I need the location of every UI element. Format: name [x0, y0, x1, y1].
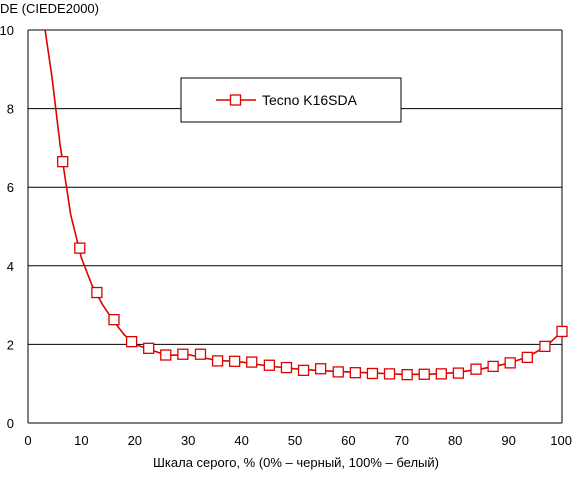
- data-point: [160, 349, 172, 361]
- legend-label: Tecno K16SDA: [262, 92, 358, 108]
- data-point: [211, 355, 224, 367]
- y-tick-label: 8: [7, 102, 14, 117]
- x-tick-label: 50: [288, 433, 302, 448]
- y-tick-label: 10: [0, 23, 14, 38]
- data-point: [297, 364, 310, 376]
- data-point: [556, 325, 568, 338]
- data-point: [108, 313, 120, 326]
- data-point: [332, 366, 344, 378]
- data-point: [487, 360, 499, 373]
- data-point: [194, 348, 207, 360]
- data-point: [435, 368, 447, 380]
- data-point: [349, 367, 361, 379]
- legend-marker-swatch: [229, 94, 242, 106]
- data-point: [314, 363, 327, 375]
- data-point: [539, 340, 551, 353]
- x-tick-label: 100: [550, 433, 572, 448]
- data-point: [91, 286, 103, 299]
- x-tick-label: 80: [448, 433, 462, 448]
- axes: [27, 30, 563, 424]
- data-point: [418, 368, 430, 380]
- data-point: [383, 368, 396, 380]
- x-tick-label: 40: [234, 433, 248, 448]
- data-point: [143, 342, 155, 354]
- data-point: [470, 363, 482, 375]
- data-point: [280, 361, 293, 374]
- data-point: [246, 356, 258, 368]
- data-point: [263, 359, 276, 371]
- data-point: [74, 242, 86, 254]
- series-layer: [44, 29, 568, 381]
- data-point: [452, 367, 465, 379]
- y-tick-label: 6: [7, 180, 14, 195]
- data-point: [504, 357, 516, 369]
- y-tick-label: 2: [7, 337, 14, 352]
- series-line: [44, 29, 563, 376]
- data-point: [229, 355, 241, 367]
- y-tick-label: 0: [7, 416, 14, 431]
- y-tick-label: 4: [7, 259, 14, 274]
- x-tick-label: 0: [24, 433, 31, 448]
- gridlines: [28, 29, 562, 345]
- y-axis-title: DE (CIEDE2000): [0, 1, 99, 16]
- data-point: [401, 369, 413, 381]
- legend: Tecno K16SDA: [180, 77, 402, 123]
- x-tick-label: 20: [128, 433, 142, 448]
- x-axis-title: Шкала серого, % (0% – черный, 100% – бел…: [153, 455, 439, 470]
- data-point: [57, 156, 69, 168]
- x-tick-label: 60: [341, 433, 355, 448]
- data-point: [366, 367, 379, 380]
- x-tick-label: 90: [501, 433, 515, 448]
- data-point: [125, 335, 138, 348]
- data-point: [521, 351, 533, 364]
- x-tick-label: 70: [395, 433, 409, 448]
- x-tick-label: 30: [181, 433, 195, 448]
- data-point: [177, 348, 189, 360]
- x-tick-label: 10: [74, 433, 88, 448]
